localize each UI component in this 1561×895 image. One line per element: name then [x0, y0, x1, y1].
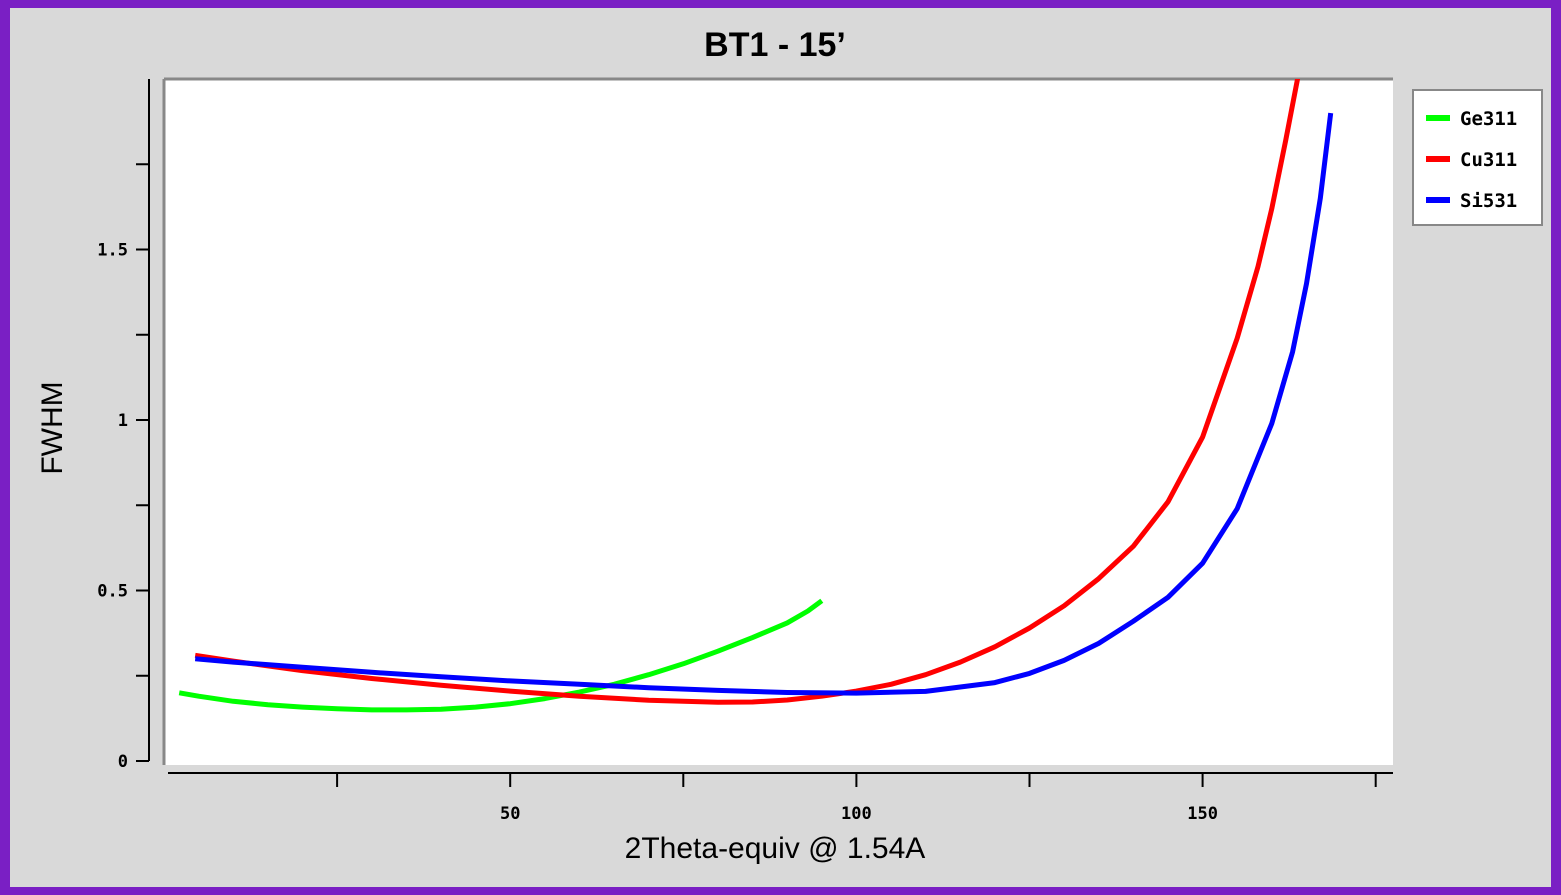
series-line-si531	[194, 112, 1334, 696]
series-line-cu311	[194, 79, 1301, 705]
legend-label-si531: Si531	[1460, 190, 1517, 212]
x-ticks: 50 100 150	[336, 773, 1377, 824]
y-tick-label-0: 0	[118, 752, 128, 772]
series-group	[178, 79, 1334, 713]
legend-label-cu311: Cu311	[1460, 149, 1517, 171]
y-tick-label-4: 1	[118, 411, 128, 431]
chart-title: BT1 - 15’	[704, 26, 846, 64]
legend: Ge311 Cu311 Si531	[1412, 89, 1543, 226]
x-tick-label-5: 150	[1187, 804, 1218, 824]
chart-svg: BT1 - 15’ 0 0.5 1 1.5 50 100 150 2Theta-equiv…	[36, 26, 1543, 865]
y-axis-label: FWHM	[36, 381, 69, 474]
x-tick-label-1: 50	[500, 804, 520, 824]
y-tick-label-2: 0.5	[97, 582, 128, 602]
chart-frame: BT1 - 15’ 0 0.5 1 1.5 50 100 150 2Theta-equiv…	[10, 8, 1551, 887]
series-line-ge311	[178, 598, 824, 713]
legend-label-ge311: Ge311	[1460, 108, 1517, 130]
y-ticks: 0 0.5 1 1.5	[97, 163, 149, 772]
x-tick-label-3: 100	[841, 804, 872, 824]
y-tick-label-6: 1.5	[97, 241, 128, 261]
x-axis-label: 2Theta-equiv @ 1.54A	[625, 832, 926, 865]
plot-area	[164, 79, 1393, 765]
